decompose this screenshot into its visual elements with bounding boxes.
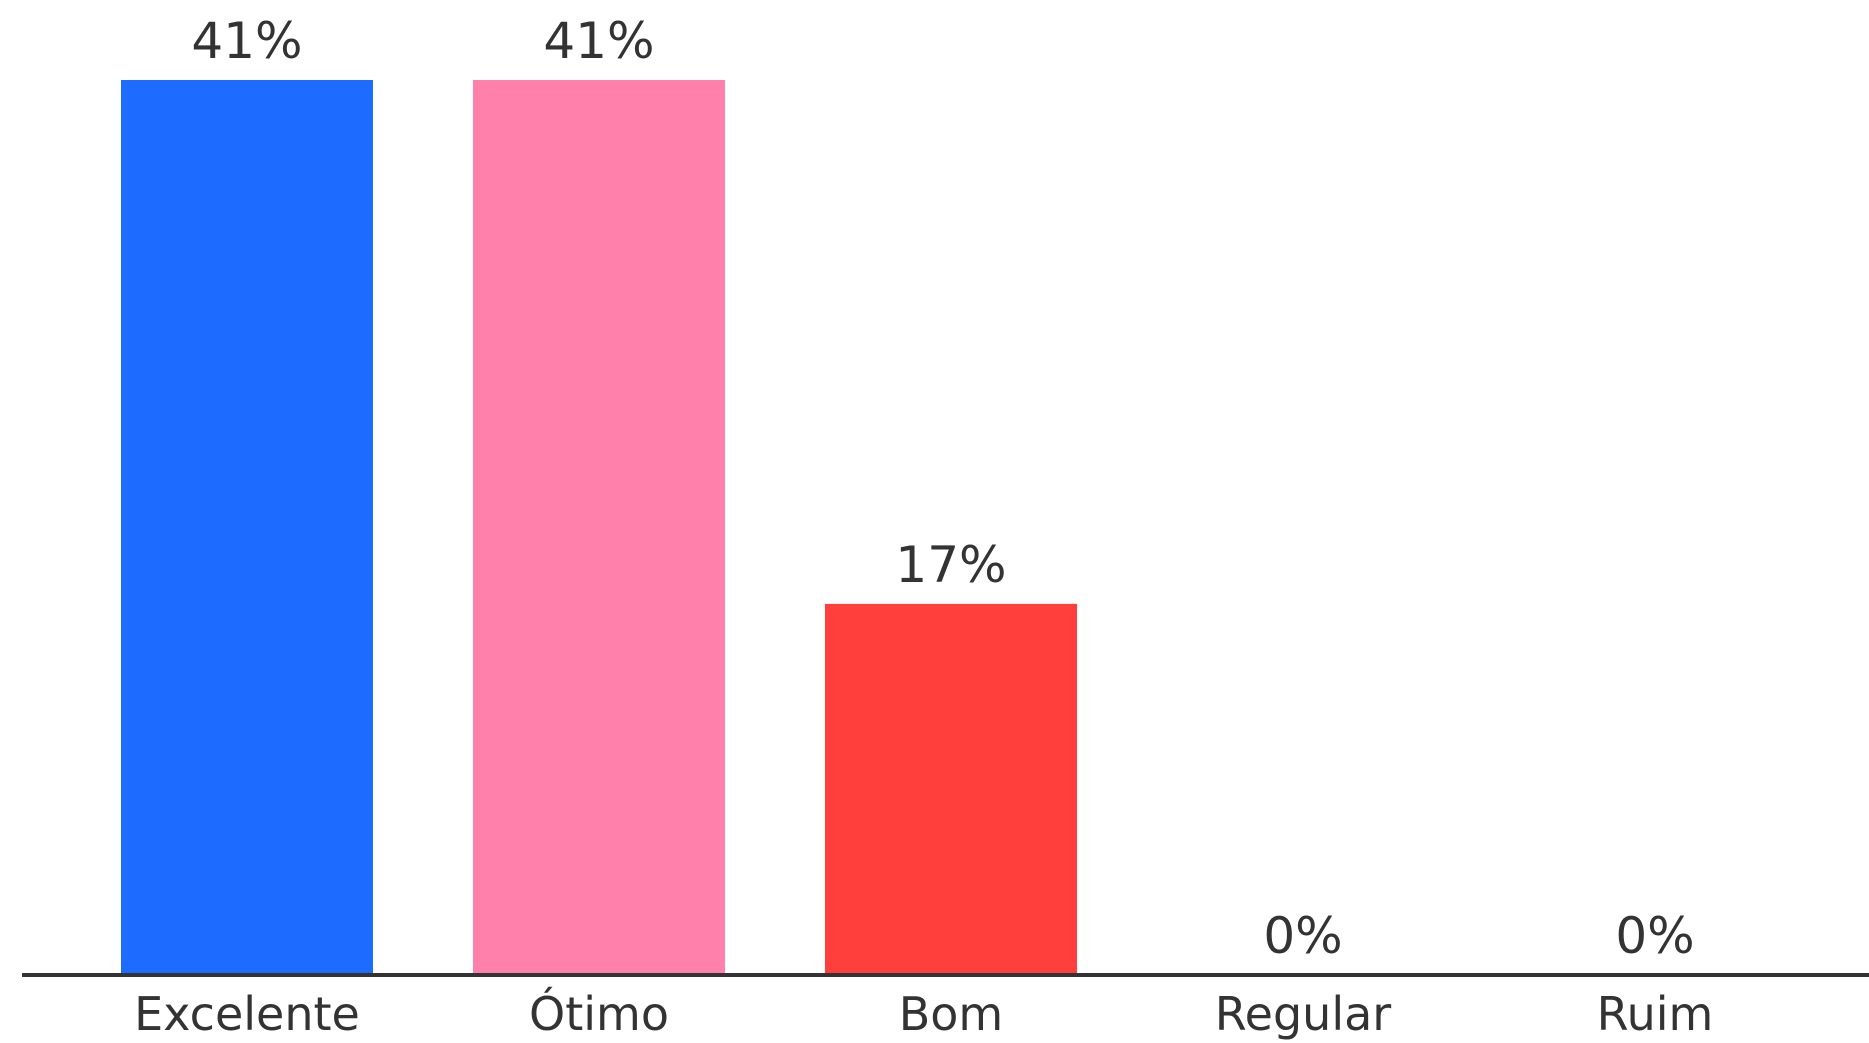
category-label: Regular bbox=[1215, 987, 1392, 1041]
bar-3 bbox=[825, 603, 1077, 975]
category-label: Excelente bbox=[134, 987, 360, 1041]
value-label-group: 41% 41% 17% 0% 0% bbox=[191, 12, 1694, 965]
bar-2 bbox=[473, 80, 725, 975]
category-label: Ruim bbox=[1597, 987, 1714, 1041]
bar-group bbox=[121, 80, 1077, 975]
category-label-group: Excelente Ótimo Bom Regular Ruim bbox=[134, 987, 1713, 1041]
value-label: 41% bbox=[191, 12, 302, 70]
bar-1 bbox=[121, 80, 373, 975]
value-label: 0% bbox=[1263, 907, 1342, 965]
category-label: Bom bbox=[899, 987, 1004, 1041]
category-label: Ótimo bbox=[529, 987, 669, 1041]
value-label: 0% bbox=[1615, 907, 1694, 965]
value-label: 17% bbox=[895, 536, 1006, 594]
value-label: 41% bbox=[543, 12, 654, 70]
